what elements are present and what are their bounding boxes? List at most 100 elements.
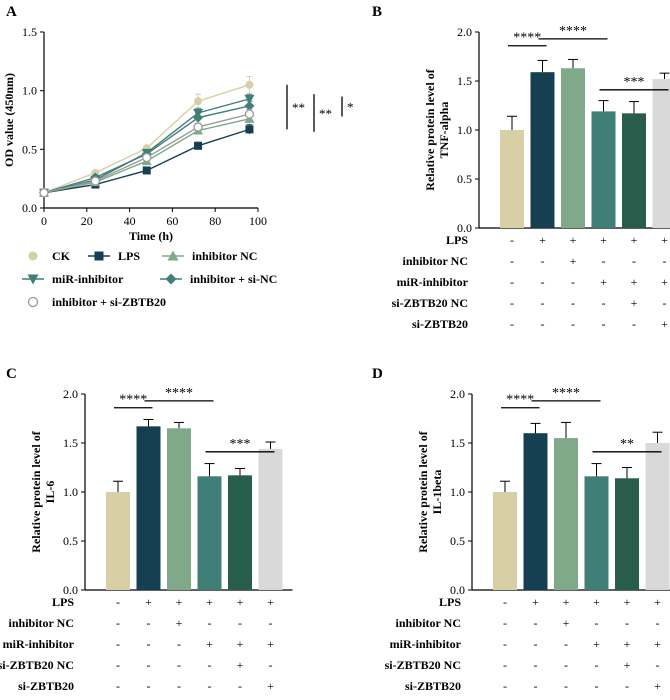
marker-square xyxy=(94,251,104,261)
y-axis-title-line: Relative protein level of xyxy=(29,430,43,552)
x-tick-label: 80 xyxy=(209,214,221,228)
treatment-sign: + xyxy=(624,637,631,651)
bar xyxy=(622,113,646,228)
y-tick-label: 1.5 xyxy=(457,74,472,88)
treatment-row-label: inhibitor NC xyxy=(403,254,468,268)
panel-label-c: C xyxy=(6,366,17,382)
marker-diamond xyxy=(165,273,177,285)
y-tick-label: 2.0 xyxy=(63,387,78,401)
x-tick-label: 20 xyxy=(81,214,93,228)
x-axis-title: Time (h) xyxy=(129,229,173,243)
bar xyxy=(197,476,222,590)
legend-label: miR-inhibitor xyxy=(52,272,124,286)
bar xyxy=(228,475,252,590)
marker-open-circle xyxy=(27,296,39,308)
marker-circle xyxy=(194,97,203,106)
treatment-row-label: miR-inhibitor xyxy=(390,637,462,651)
treatment-row-label: si-ZBTB20 NC xyxy=(385,658,461,672)
panel-a-line-chart: 0.0 0.5 1.0 1.5 0 20 40 60 80 100 Time (h) OD value… xyxy=(2,25,354,309)
treatment-sign: - xyxy=(564,658,568,672)
treatment-sign: - xyxy=(208,616,212,630)
marker-open-circle xyxy=(39,188,49,198)
significance-label: **** xyxy=(506,393,534,408)
treatment-sign: - xyxy=(571,296,575,310)
legend-item: miR-inhibitor xyxy=(22,272,124,286)
treatment-sign: - xyxy=(602,296,606,310)
treatment-sign: + xyxy=(539,233,546,247)
significance-label: * xyxy=(347,100,354,115)
treatment-sign: - xyxy=(663,254,667,268)
y-axis-title-line: Relative protein level of xyxy=(416,430,430,552)
treatment-sign: + xyxy=(176,595,183,609)
significance-label: **** xyxy=(559,24,587,39)
treatment-sign: + xyxy=(654,595,661,609)
treatment-sign: - xyxy=(238,616,242,630)
legend-label: inhibitor + si-ZBTB20 xyxy=(52,295,166,309)
treatment-sign: - xyxy=(147,616,151,630)
bar xyxy=(554,438,578,590)
significance-label: ** xyxy=(292,100,305,115)
treatment-sign: - xyxy=(269,616,273,630)
bar xyxy=(136,426,161,590)
y-tick-label: 0.5 xyxy=(450,534,465,548)
treatment-sign: + xyxy=(661,233,668,247)
treatment-sign: + xyxy=(563,595,570,609)
panel-label-b: B xyxy=(372,4,382,20)
y-tick-label: 0.0 xyxy=(457,221,472,235)
y-axis-title-line: IL-6 xyxy=(43,481,57,504)
treatment-sign: - xyxy=(269,658,273,672)
treatment-sign: - xyxy=(177,658,181,672)
treatment-sign: - xyxy=(503,637,507,651)
significance-label: **** xyxy=(513,31,541,46)
series-inhibitor-si-zbtb20 xyxy=(39,108,255,198)
bar xyxy=(523,433,548,590)
y-axis-title: Relative protein level ofTNF-alpha xyxy=(423,68,451,190)
marker-diamond xyxy=(193,112,204,123)
legend-item: CK xyxy=(28,249,71,263)
treatment-sign: + xyxy=(145,595,152,609)
y-tick-label: 1.5 xyxy=(22,25,37,39)
significance-label: ** xyxy=(319,106,332,121)
treatment-row-label: LPS xyxy=(446,233,468,247)
marker-open-circle xyxy=(193,122,203,132)
treatment-sign: - xyxy=(541,254,545,268)
x-tick-label: 40 xyxy=(124,214,136,228)
treatment-sign: + xyxy=(600,275,607,289)
y-tick-label: 1.0 xyxy=(22,84,37,98)
treatment-sign: + xyxy=(654,637,661,651)
panel-label-a: A xyxy=(6,4,17,20)
legend-label: inhibitor + si-NC xyxy=(190,272,277,286)
y-tick-label: 1.5 xyxy=(63,436,78,450)
treatment-sign: - xyxy=(663,296,667,310)
treatment-sign: + xyxy=(661,317,668,331)
treatment-sign: - xyxy=(541,317,545,331)
treatment-sign: - xyxy=(503,595,507,609)
treatment-sign: - xyxy=(632,317,636,331)
treatment-sign: - xyxy=(510,296,514,310)
treatment-sign: + xyxy=(570,254,577,268)
treatment-sign: - xyxy=(595,616,599,630)
y-axis-title-line: Relative protein level of xyxy=(423,68,437,190)
marker-square xyxy=(245,125,254,134)
marker-square xyxy=(142,166,151,175)
bar xyxy=(584,476,609,590)
treatment-sign: + xyxy=(206,595,213,609)
marker-open-circle xyxy=(142,152,152,163)
treatment-row-label: inhibitor NC xyxy=(9,616,74,630)
treatment-row-label: LPS xyxy=(52,595,74,609)
bar xyxy=(493,492,517,590)
treatment-sign: + xyxy=(654,679,661,693)
bar xyxy=(500,130,524,228)
significance-label: *** xyxy=(230,437,251,452)
treatment-sign: - xyxy=(503,658,507,672)
legend-item: inhibitor NC xyxy=(162,249,257,263)
y-tick-label: 2.0 xyxy=(457,25,472,39)
y-axis-title: Relative protein level ofIL-6 xyxy=(29,430,57,552)
treatment-sign: + xyxy=(267,679,274,693)
y-tick-label: 1.0 xyxy=(457,123,472,137)
x-tick-label: 100 xyxy=(249,214,267,228)
treatment-sign: + xyxy=(563,616,570,630)
treatment-sign: + xyxy=(624,658,631,672)
treatment-row-label: inhibitor NC xyxy=(396,616,461,630)
